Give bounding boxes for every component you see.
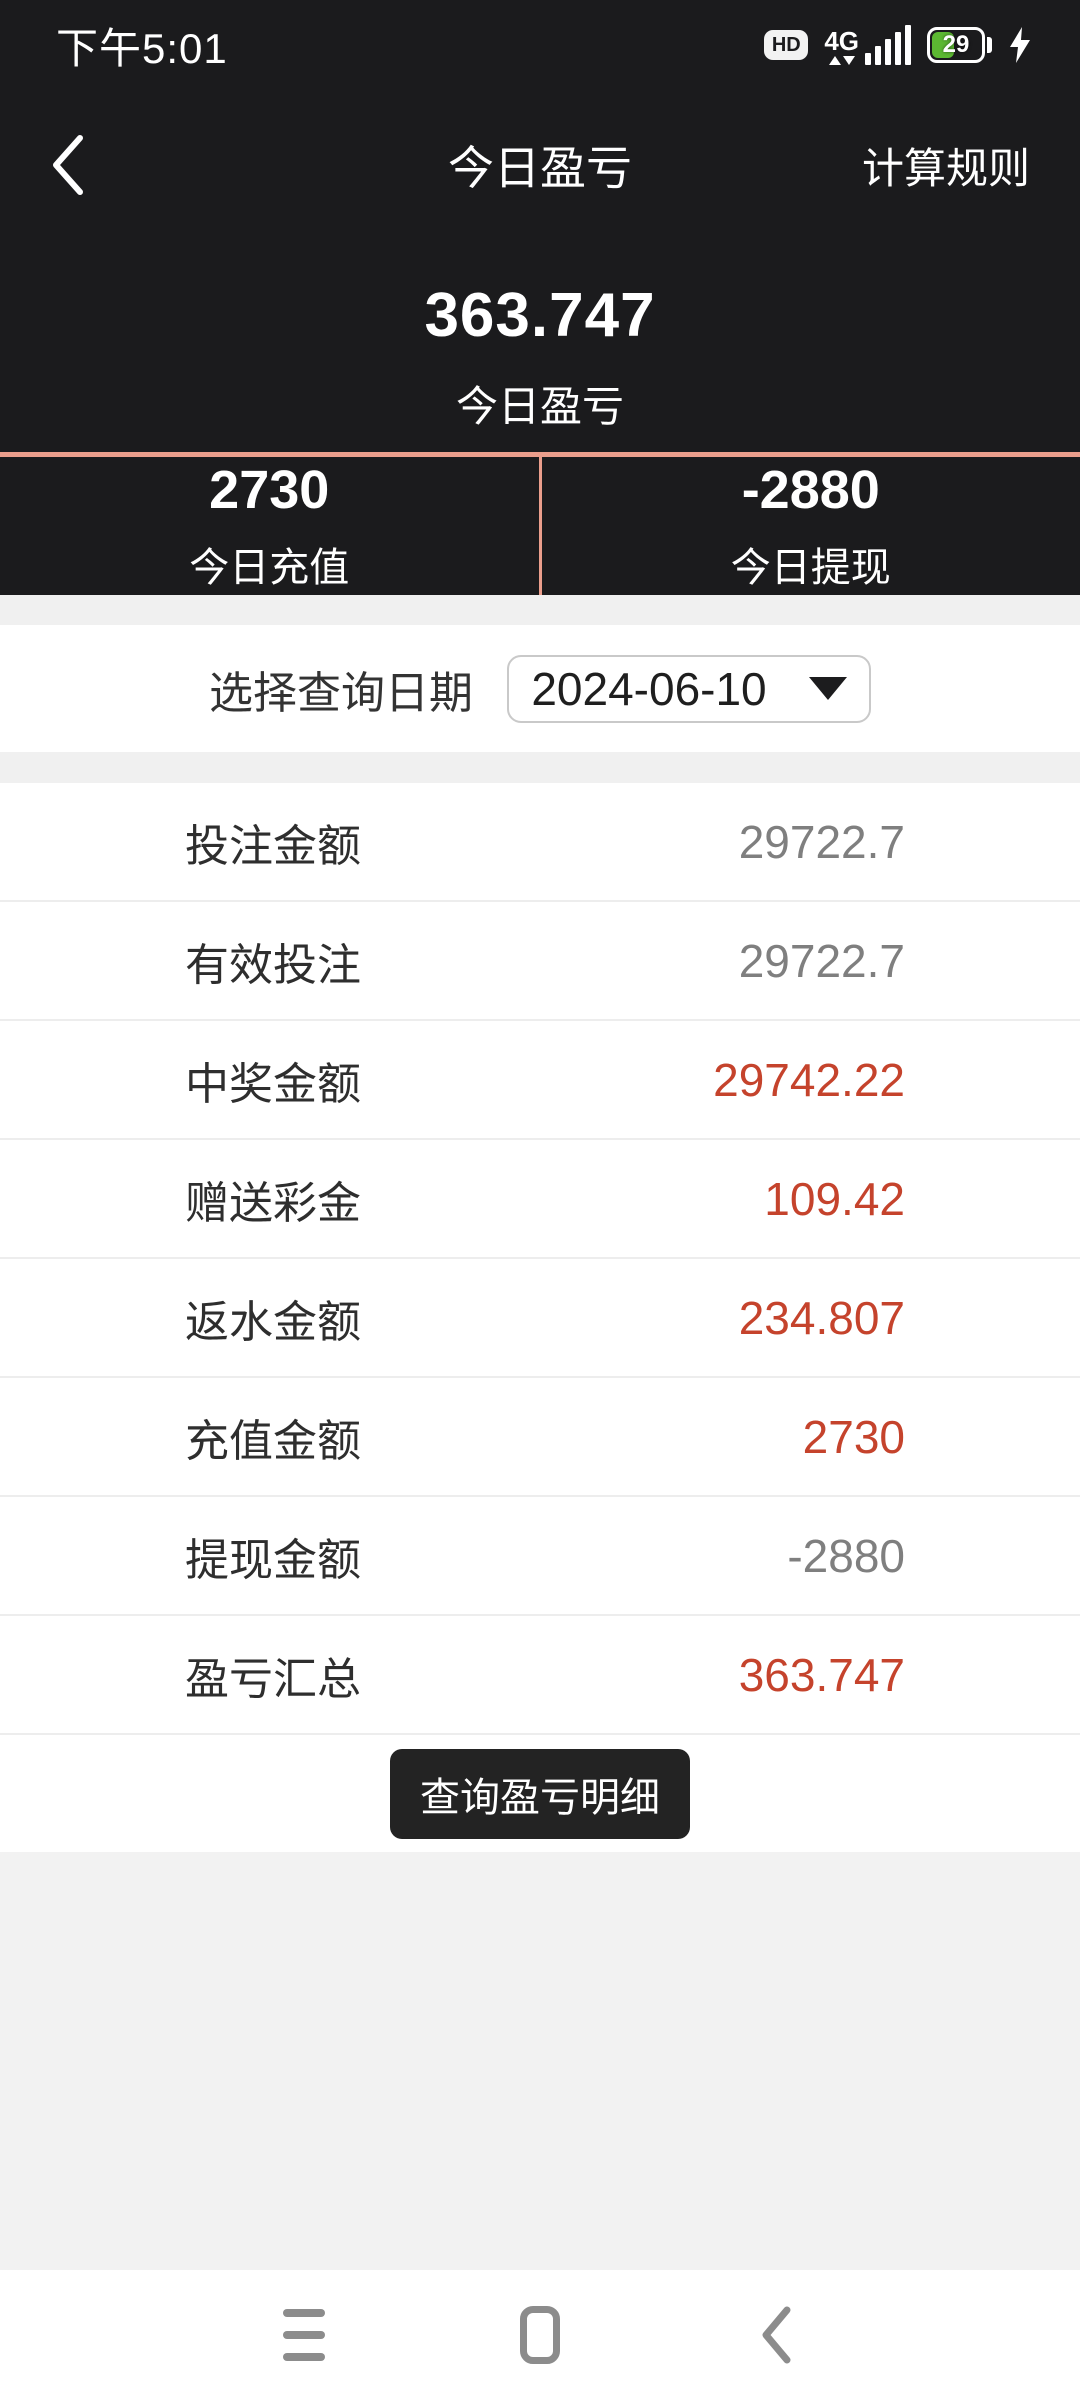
summary-row: 2730 今日充值 -2880 今日提现 (0, 452, 1080, 595)
signal-4g-icon: 4G (824, 25, 911, 65)
network-label: 4G (824, 26, 859, 56)
table-row: 充值金额 2730 (0, 1378, 1080, 1497)
battery-icon: 29 (927, 27, 992, 63)
row-label: 充值金额 (185, 1416, 361, 1466)
recharge-label: 今日充值 (189, 546, 350, 590)
back-chevron-icon (53, 135, 83, 195)
row-label: 返水金额 (185, 1297, 361, 1347)
row-label: 盈亏汇总 (185, 1654, 361, 1704)
home-icon[interactable] (517, 2297, 563, 2373)
row-value: -2880 (787, 1529, 905, 1582)
divider-strip (0, 752, 1080, 783)
table-row: 提现金额 -2880 (0, 1497, 1080, 1616)
app-header: 今日盈亏 计算规则 (0, 90, 1080, 240)
chevron-down-icon (808, 677, 847, 700)
hd-icon: HD (764, 30, 809, 60)
status-bar: 下午5:01 HD 4G (0, 0, 1080, 90)
withdraw-cell: -2880 今日提现 (542, 457, 1080, 595)
table-row: 盈亏汇总 363.747 (0, 1616, 1080, 1735)
recharge-value: 2730 (209, 460, 330, 520)
calc-rules-link[interactable]: 计算规则 (861, 144, 1030, 192)
row-label: 赠送彩金 (185, 1178, 361, 1228)
row-label: 中奖金额 (185, 1059, 361, 1109)
row-label: 提现金额 (185, 1535, 361, 1585)
divider-strip (0, 595, 1080, 625)
row-value: 363.747 (738, 1648, 905, 1701)
date-select[interactable]: 2024-06-10 (507, 654, 871, 723)
battery-percent: 29 (942, 31, 970, 58)
withdraw-value: -2880 (741, 460, 880, 520)
nav-back-icon[interactable] (753, 2297, 799, 2373)
charging-bolt-icon (1010, 27, 1030, 63)
clock: 下午5:01 (56, 24, 228, 72)
row-value: 2730 (802, 1410, 905, 1463)
hero-summary: 363.747 今日盈亏 (0, 280, 1080, 434)
table-row: 中奖金额 29742.22 (0, 1021, 1080, 1140)
android-nav-bar (0, 2270, 1080, 2400)
row-value: 109.42 (764, 1172, 905, 1225)
recents-menu-icon[interactable] (281, 2297, 327, 2373)
recharge-cell: 2730 今日充值 (0, 457, 542, 595)
empty-area (0, 1852, 1080, 2270)
today-profit-label: 今日盈亏 (455, 383, 624, 430)
row-value: 234.807 (738, 1291, 905, 1344)
table-row: 赠送彩金 109.42 (0, 1140, 1080, 1259)
withdraw-label: 今日提现 (730, 546, 891, 590)
date-picker-row: 选择查询日期 2024-06-10 (0, 625, 1080, 752)
button-row: 查询盈亏明细 (0, 1735, 1080, 1852)
table-row: 有效投注 29722.7 (0, 902, 1080, 1021)
date-picker-label: 选择查询日期 (209, 668, 473, 718)
status-icons: HD 4G 29 (764, 25, 1032, 65)
page-title: 今日盈亏 (448, 142, 632, 194)
back-button[interactable] (50, 134, 86, 196)
dark-hero-section: 下午5:01 HD 4G (0, 0, 1080, 452)
row-value: 29742.22 (713, 1053, 905, 1106)
table-row: 返水金额 234.807 (0, 1259, 1080, 1378)
today-profit-value: 363.747 (424, 281, 656, 350)
table-row: 投注金额 29722.7 (0, 783, 1080, 902)
row-value: 29722.7 (738, 934, 905, 987)
query-detail-button[interactable]: 查询盈亏明细 (390, 1748, 690, 1839)
row-value: 29722.7 (738, 815, 905, 868)
data-arrows-icon (828, 56, 855, 65)
network-type: 4G (824, 28, 859, 65)
date-select-value: 2024-06-10 (531, 662, 767, 715)
signal-bars-icon (865, 25, 911, 65)
row-label: 投注金额 (185, 821, 361, 871)
battery-fill (932, 32, 954, 58)
stats-table: 投注金额 29722.7 有效投注 29722.7 中奖金额 29742.22 … (0, 783, 1080, 1735)
row-label: 有效投注 (185, 940, 361, 990)
